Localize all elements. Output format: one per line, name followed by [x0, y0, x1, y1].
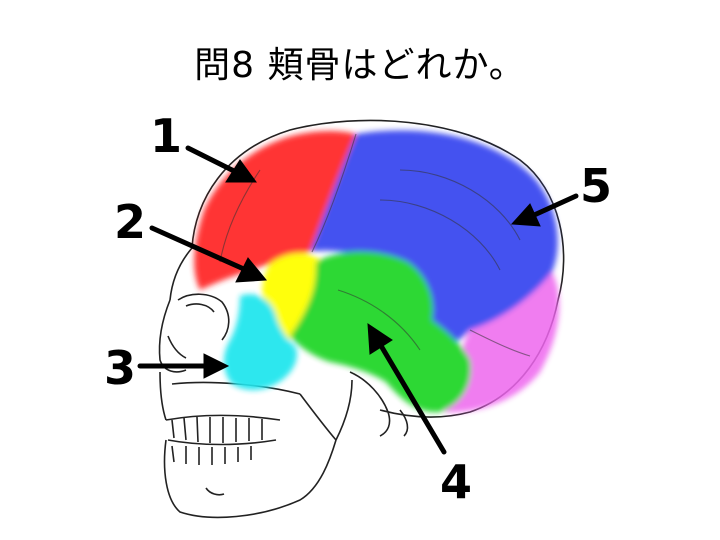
arrow-2	[149, 225, 268, 283]
arrow-5	[510, 193, 579, 227]
arrow-3	[137, 353, 230, 379]
number-labels: 1 2 3 4 5	[104, 109, 612, 509]
region-zygomatic	[223, 294, 297, 390]
skull-detail-lines	[219, 133, 531, 357]
label-1: 1	[150, 109, 182, 163]
label-2: 2	[114, 195, 146, 249]
label-4: 4	[440, 455, 472, 509]
region-parietal	[310, 130, 558, 350]
question-title: 問8 頬骨はどれか。	[194, 45, 526, 86]
arrow-4	[367, 323, 447, 455]
skull-outline	[158, 119, 565, 519]
bone-regions	[194, 130, 560, 413]
arrows	[137, 145, 579, 455]
arrow-1	[185, 145, 257, 183]
label-3: 3	[104, 341, 136, 395]
label-5: 5	[580, 159, 612, 213]
region-occipital	[444, 272, 560, 413]
